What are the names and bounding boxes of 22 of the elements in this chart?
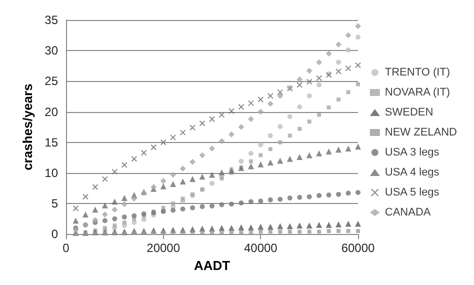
y-tick-label: 10 xyxy=(44,166,58,180)
legend-label: USA 5 legs xyxy=(384,186,440,198)
y-tick-label: 15 xyxy=(44,135,58,150)
y-axis-title: crashes/years xyxy=(20,84,35,170)
y-tick-label: 0 xyxy=(51,227,58,242)
y-tick-label: 25 xyxy=(44,74,58,88)
y-tick-label: 35 xyxy=(44,13,58,27)
x-tick-label: 60000 xyxy=(341,241,376,256)
x-tick-label: 0 xyxy=(62,241,70,256)
legend-label: NEW ZELAND xyxy=(384,126,458,138)
y-tick-label: 5 xyxy=(51,196,58,211)
legend-label: USA 3 legs xyxy=(384,146,440,158)
y-tick-label: 30 xyxy=(44,44,58,58)
x-tick-label: 20000 xyxy=(146,241,180,256)
legend-label: NOVARA (IT) xyxy=(384,86,450,98)
x-axis-title: AADT xyxy=(194,258,230,273)
legend-label: CANADA xyxy=(384,206,432,218)
y-tick-label: 20 xyxy=(44,104,58,119)
legend-label: TRENTO (IT) xyxy=(384,66,450,78)
x-tick-label: 40000 xyxy=(244,241,278,256)
legend-label: SWEDEN xyxy=(384,106,434,118)
legend-label: USA 4 legs xyxy=(384,166,440,178)
